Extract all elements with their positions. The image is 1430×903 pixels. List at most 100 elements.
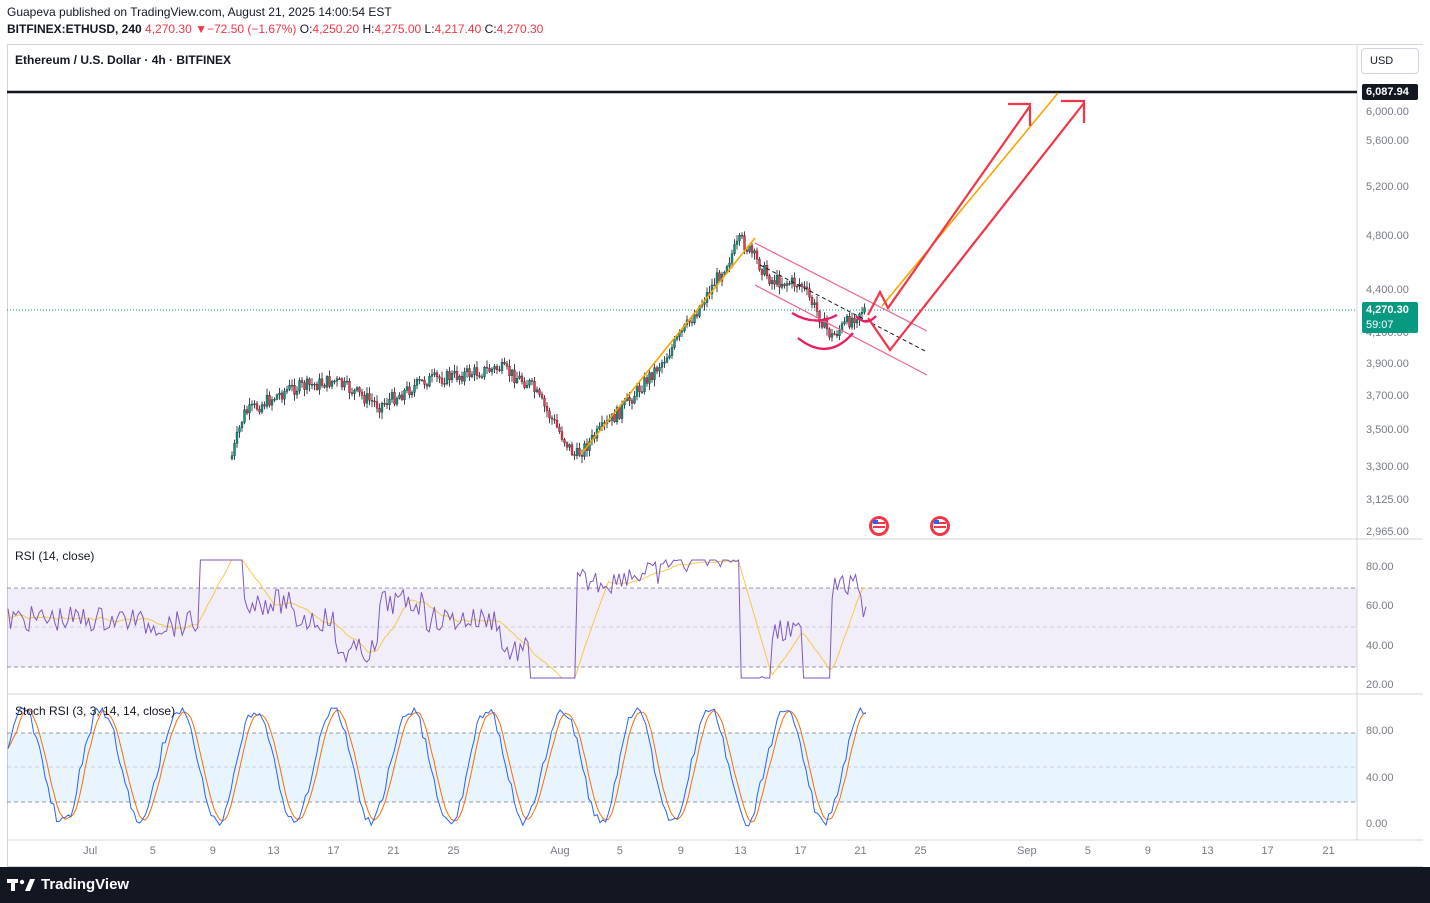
tradingview-logo[interactable]: TradingView — [7, 876, 129, 893]
candle-body — [733, 244, 736, 254]
symbol-label[interactable]: BITFINEX:ETHUSD, 240 — [7, 22, 142, 36]
candle-body — [558, 426, 561, 432]
candle-body — [755, 250, 759, 260]
candle-body — [843, 321, 846, 324]
red-arrow-path-2[interactable] — [867, 102, 1085, 352]
candle-body — [455, 370, 459, 380]
candle-body — [600, 422, 604, 427]
candle-body — [448, 371, 451, 381]
candle-body — [790, 277, 794, 284]
candle-body — [493, 366, 496, 370]
red-arrow-head-2[interactable] — [1061, 99, 1086, 123]
time-tick-label: 21 — [1322, 845, 1335, 857]
us-flag-event-icon[interactable] — [930, 516, 950, 536]
candle-body — [800, 283, 804, 287]
candle-body — [775, 275, 779, 285]
channel-mid-line[interactable] — [759, 264, 928, 353]
candle-body — [613, 413, 616, 423]
candle-body — [765, 265, 769, 276]
candle-body — [773, 280, 776, 285]
candle-body — [818, 311, 821, 323]
low-value: 4,217.40 — [434, 22, 482, 36]
candle-body — [398, 394, 401, 399]
time-tick-label: 5 — [149, 845, 156, 857]
candle-body — [240, 422, 244, 428]
channel-lower-line[interactable] — [754, 284, 928, 376]
us-flag-event-icon[interactable] — [869, 516, 889, 536]
candle-body — [485, 367, 489, 369]
arc-annotation-1[interactable] — [791, 311, 838, 322]
candle-body — [383, 403, 386, 405]
orange-trendline-projection[interactable] — [881, 92, 1059, 307]
candle-body — [450, 373, 454, 381]
candle-body — [815, 302, 819, 312]
candle-body — [423, 379, 426, 385]
time-tick-label: 17 — [794, 845, 807, 857]
candle-body — [348, 380, 351, 393]
candle-body — [330, 381, 334, 387]
candle-body — [315, 383, 319, 390]
currency-button[interactable]: USD — [1361, 48, 1419, 74]
candle-body — [253, 403, 256, 405]
candle-body — [615, 407, 619, 423]
candle-body — [370, 400, 374, 402]
candle-body — [290, 385, 294, 387]
candle-body — [528, 380, 531, 386]
candle-body — [288, 385, 291, 390]
price-tick-label: 5,200.00 — [1366, 181, 1409, 193]
candle-body — [318, 378, 321, 390]
candle-body — [650, 372, 654, 380]
close-value: 4,270.30 — [496, 22, 544, 36]
candle-body — [740, 235, 744, 237]
right-margin — [1423, 0, 1430, 867]
countdown-tag: 59:07 — [1362, 317, 1418, 333]
stoch-title[interactable]: Stoch RSI (3, 3, 14, 14, close) — [15, 704, 176, 718]
candle-body — [628, 397, 631, 401]
candle-body — [403, 390, 406, 400]
candle-body — [323, 385, 326, 388]
candle-body — [830, 333, 834, 338]
candle-body — [838, 330, 841, 336]
candle-body — [278, 392, 281, 396]
arc-annotation-2[interactable] — [797, 332, 854, 351]
candle-body — [780, 283, 784, 288]
candle-body — [470, 374, 474, 377]
candle-body — [478, 375, 481, 377]
rsi-title[interactable]: RSI (14, close) — [15, 549, 95, 563]
candle-body — [828, 328, 831, 338]
price-tick-label: 3,900.00 — [1366, 358, 1409, 370]
candle-body — [425, 384, 429, 387]
red-arrow-path-1[interactable] — [867, 105, 1031, 316]
stoch-d-line — [7, 708, 867, 823]
candle-body — [460, 376, 464, 382]
chart-frame[interactable] — [7, 44, 1423, 867]
candle-body — [723, 272, 726, 275]
candle-body — [243, 409, 246, 423]
candle-body — [525, 384, 529, 388]
red-arrow-head-1[interactable] — [1008, 102, 1032, 126]
candle-body — [508, 366, 511, 376]
chart-canvas[interactable] — [0, 0, 1430, 867]
candle-body — [255, 403, 259, 410]
candle-body — [328, 376, 331, 387]
arc-annotation-3[interactable] — [855, 315, 877, 323]
candle-body — [690, 321, 694, 324]
candle-body — [763, 265, 766, 275]
candle-body — [245, 409, 249, 414]
candle-body — [730, 253, 734, 264]
publisher-name[interactable]: Guapeva — [7, 5, 56, 19]
candle-body — [230, 455, 234, 459]
time-tick-label: 17 — [1261, 845, 1274, 857]
candle-body — [655, 367, 659, 372]
channel-upper-line[interactable] — [754, 242, 928, 332]
candle-body — [855, 319, 859, 324]
orange-trendline-up[interactable] — [581, 237, 756, 454]
candle-body — [433, 372, 436, 375]
candle-body — [695, 314, 699, 317]
candle-body — [810, 297, 814, 305]
candle-body — [358, 387, 361, 393]
candle-body — [665, 357, 669, 363]
time-tick-label: Sep — [1017, 845, 1037, 857]
candle-body — [270, 399, 274, 406]
footer-bar — [0, 867, 1430, 903]
